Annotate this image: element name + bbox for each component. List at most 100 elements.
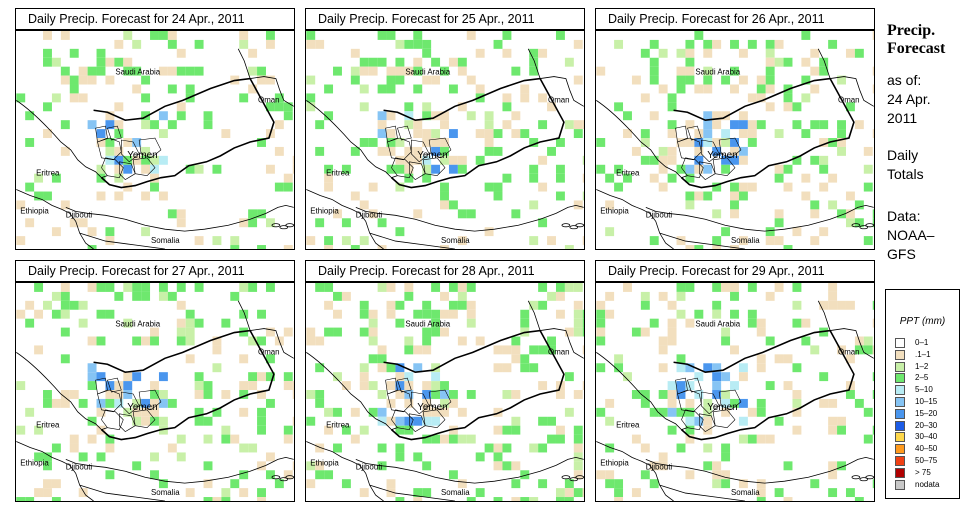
precip-cell [676, 443, 686, 453]
island-outline [851, 223, 861, 228]
label-djibouti: Djibouti [66, 462, 93, 471]
legend-label: 0–1 [915, 338, 929, 347]
precip-cell [783, 461, 793, 471]
precip-cell [801, 191, 811, 201]
somalia-border [369, 484, 455, 501]
precip-cell [547, 146, 556, 156]
precip-cell [511, 390, 521, 399]
precip-cell [422, 300, 432, 310]
legend-label: 40–50 [915, 444, 938, 454]
precip-cell [132, 66, 142, 76]
legend-swatch [895, 467, 905, 478]
precip-cell [150, 381, 159, 391]
precip-cell [377, 31, 387, 40]
precip-cell [333, 327, 342, 337]
legend-swatch [895, 420, 905, 431]
precip-cell [212, 345, 222, 355]
precip-cell [78, 218, 88, 228]
precip-cell [573, 327, 583, 337]
precip-cell [547, 291, 556, 301]
precip-cell [605, 291, 615, 301]
precip-cell [640, 300, 650, 310]
precip-cell [96, 425, 106, 435]
precip-cell [248, 372, 258, 382]
precip-cell [114, 146, 124, 156]
precip-cell [555, 173, 565, 183]
precip-cell [712, 372, 722, 382]
precip-cell [422, 488, 432, 498]
precip-cell [333, 66, 342, 76]
precip-cell [872, 66, 874, 76]
precip-cell [221, 318, 231, 328]
precip-cell [176, 48, 186, 58]
precip-cell [315, 363, 325, 373]
precip-cell [538, 182, 548, 192]
precip-cell [341, 164, 351, 174]
precip-cell [257, 75, 266, 85]
precip-cell [457, 336, 467, 346]
precip-cell [257, 488, 266, 498]
oman-coast [830, 328, 874, 359]
precip-cell [448, 283, 458, 292]
precip-cell [596, 336, 606, 346]
precip-cell [872, 84, 874, 94]
precip-cell [51, 291, 61, 301]
precip-cell [141, 146, 151, 156]
precip-cell [631, 434, 641, 444]
governorate-boundary [101, 409, 124, 430]
precip-cell [422, 390, 432, 399]
precip-cell [158, 398, 168, 408]
precip-cell [16, 93, 26, 103]
precip-cell [96, 173, 106, 183]
precip-cell [774, 39, 784, 49]
governorate-boundary [411, 139, 430, 163]
precip-cell [257, 461, 266, 471]
precip-cell [721, 327, 731, 337]
precip-cell [493, 182, 503, 192]
legend-swatch [895, 444, 905, 455]
panel-title: Daily Precip. Forecast for 29 Apr., 2011 [595, 260, 875, 282]
precip-cell [685, 66, 695, 76]
precip-cell [230, 245, 240, 249]
island-outline [859, 477, 869, 482]
precip-cell [440, 111, 449, 121]
precip-cell [854, 218, 864, 228]
legend-label: nodata [915, 479, 940, 489]
precip-cell [203, 390, 213, 399]
precip-cell [756, 407, 766, 417]
oman-coast [250, 328, 294, 359]
precip-cell [212, 336, 222, 346]
precip-cell [872, 390, 874, 399]
precip-cell [573, 470, 583, 480]
precip-cell [123, 283, 133, 292]
precip-cell [640, 48, 650, 58]
precip-cell [596, 470, 606, 480]
precip-cell [614, 182, 624, 192]
precip-cell [34, 309, 44, 319]
precip-cell [747, 283, 757, 292]
precip-cell [475, 488, 485, 498]
precip-cell [422, 75, 432, 85]
precip-cell [658, 390, 668, 399]
horn-coast [65, 204, 294, 232]
precip-cell [377, 390, 387, 399]
precip-cell [493, 363, 503, 373]
precip-cell [386, 75, 396, 85]
precip-cell [114, 129, 124, 139]
precip-cell [221, 129, 231, 139]
precip-cell [176, 283, 186, 292]
precip-cell [649, 155, 659, 165]
precip-cell [792, 425, 802, 435]
label-somalia: Somalia [441, 236, 470, 245]
precip-cell [582, 155, 584, 165]
precip-cell [386, 146, 396, 156]
island-outline [865, 475, 874, 480]
title-line-1: Precip. [887, 22, 936, 39]
precip-cell [265, 372, 275, 382]
precip-cell [547, 416, 556, 426]
precip-cell [573, 461, 583, 471]
precip-cell [721, 390, 731, 399]
precip-cell [440, 407, 449, 417]
precip-cell [413, 452, 423, 462]
precip-cell [555, 497, 565, 501]
